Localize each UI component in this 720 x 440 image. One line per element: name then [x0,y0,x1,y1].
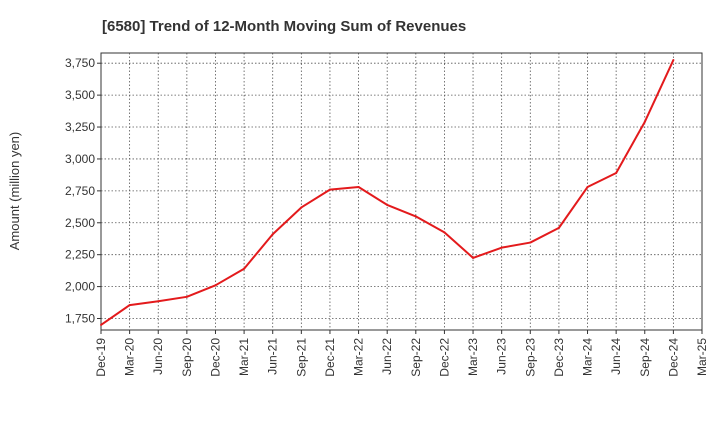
y-axis-label: Amount (million yen) [7,132,22,251]
data-point [185,295,188,298]
y-axis: 1,750 2,000 2,250 2,500 2,750 3,000 3,250 3,500… [65,56,101,326]
chart-title: [6580] Trend of 12-Month Moving Sum of R… [102,18,466,35]
x-axis: Dec-19 Mar-20 Jun-20 Sep-20 Dec-20 Mar-21 Jun-… [94,330,709,377]
y-tick-label: 3,750 [65,56,95,70]
x-tick-label: Dec-22 [437,338,451,377]
x-tick-label: Sep-20 [180,338,194,377]
data-point [157,300,160,303]
y-tick-label: 3,000 [65,152,95,166]
x-tick-label: Sep-24 [638,338,652,377]
data-point [529,241,532,244]
y-tick-label: 2,250 [65,248,95,262]
x-tick-label: Sep-23 [523,338,537,377]
data-point [271,233,274,236]
data-point [500,246,503,249]
grid [100,53,703,330]
data-point [472,256,475,259]
data-point [557,226,560,229]
x-tick-label: Dec-19 [94,338,108,377]
data-point [615,171,618,174]
data-point [357,186,360,189]
data-point [300,206,303,209]
x-tick-label: Mar-24 [581,338,595,376]
x-tick-label: Mar-22 [352,338,366,376]
x-tick-label: Dec-20 [208,338,222,377]
y-tick-label: 1,750 [65,312,95,326]
data-point [672,59,675,62]
plot-area [100,52,703,331]
x-tick-label: Mar-20 [123,338,137,376]
y-tick-label: 2,750 [65,184,95,198]
y-tick-label: 2,000 [65,280,95,294]
data-point [100,323,102,326]
x-tick-label: Mar-25 [695,338,709,376]
y-tick-label: 2,500 [65,216,95,230]
series-group [100,59,675,326]
data-point [243,267,246,270]
data-point [328,188,331,191]
x-tick-label: Jun-24 [609,338,623,375]
x-tick-label: Jun-20 [151,338,165,375]
x-tick-label: Dec-23 [552,338,566,377]
y-tick-label: 3,500 [65,88,95,102]
x-tick-label: Sep-22 [409,338,423,377]
y-tick-label: 3,250 [65,120,95,134]
data-point [643,120,646,123]
x-tick-label: Sep-21 [294,338,308,377]
data-point [586,186,589,189]
data-point [414,215,417,218]
x-tick-label: Dec-24 [666,338,680,377]
x-tick-label: Jun-21 [266,338,280,375]
x-tick-label: Jun-22 [380,338,394,375]
x-tick-label: Dec-21 [323,338,337,377]
x-tick-label: Mar-23 [466,338,480,376]
data-point [386,203,389,206]
x-tick-label: Mar-21 [237,338,251,376]
data-point [128,304,131,307]
x-tick-label: Jun-23 [495,338,509,375]
data-point [443,231,446,234]
data-point [214,284,217,287]
